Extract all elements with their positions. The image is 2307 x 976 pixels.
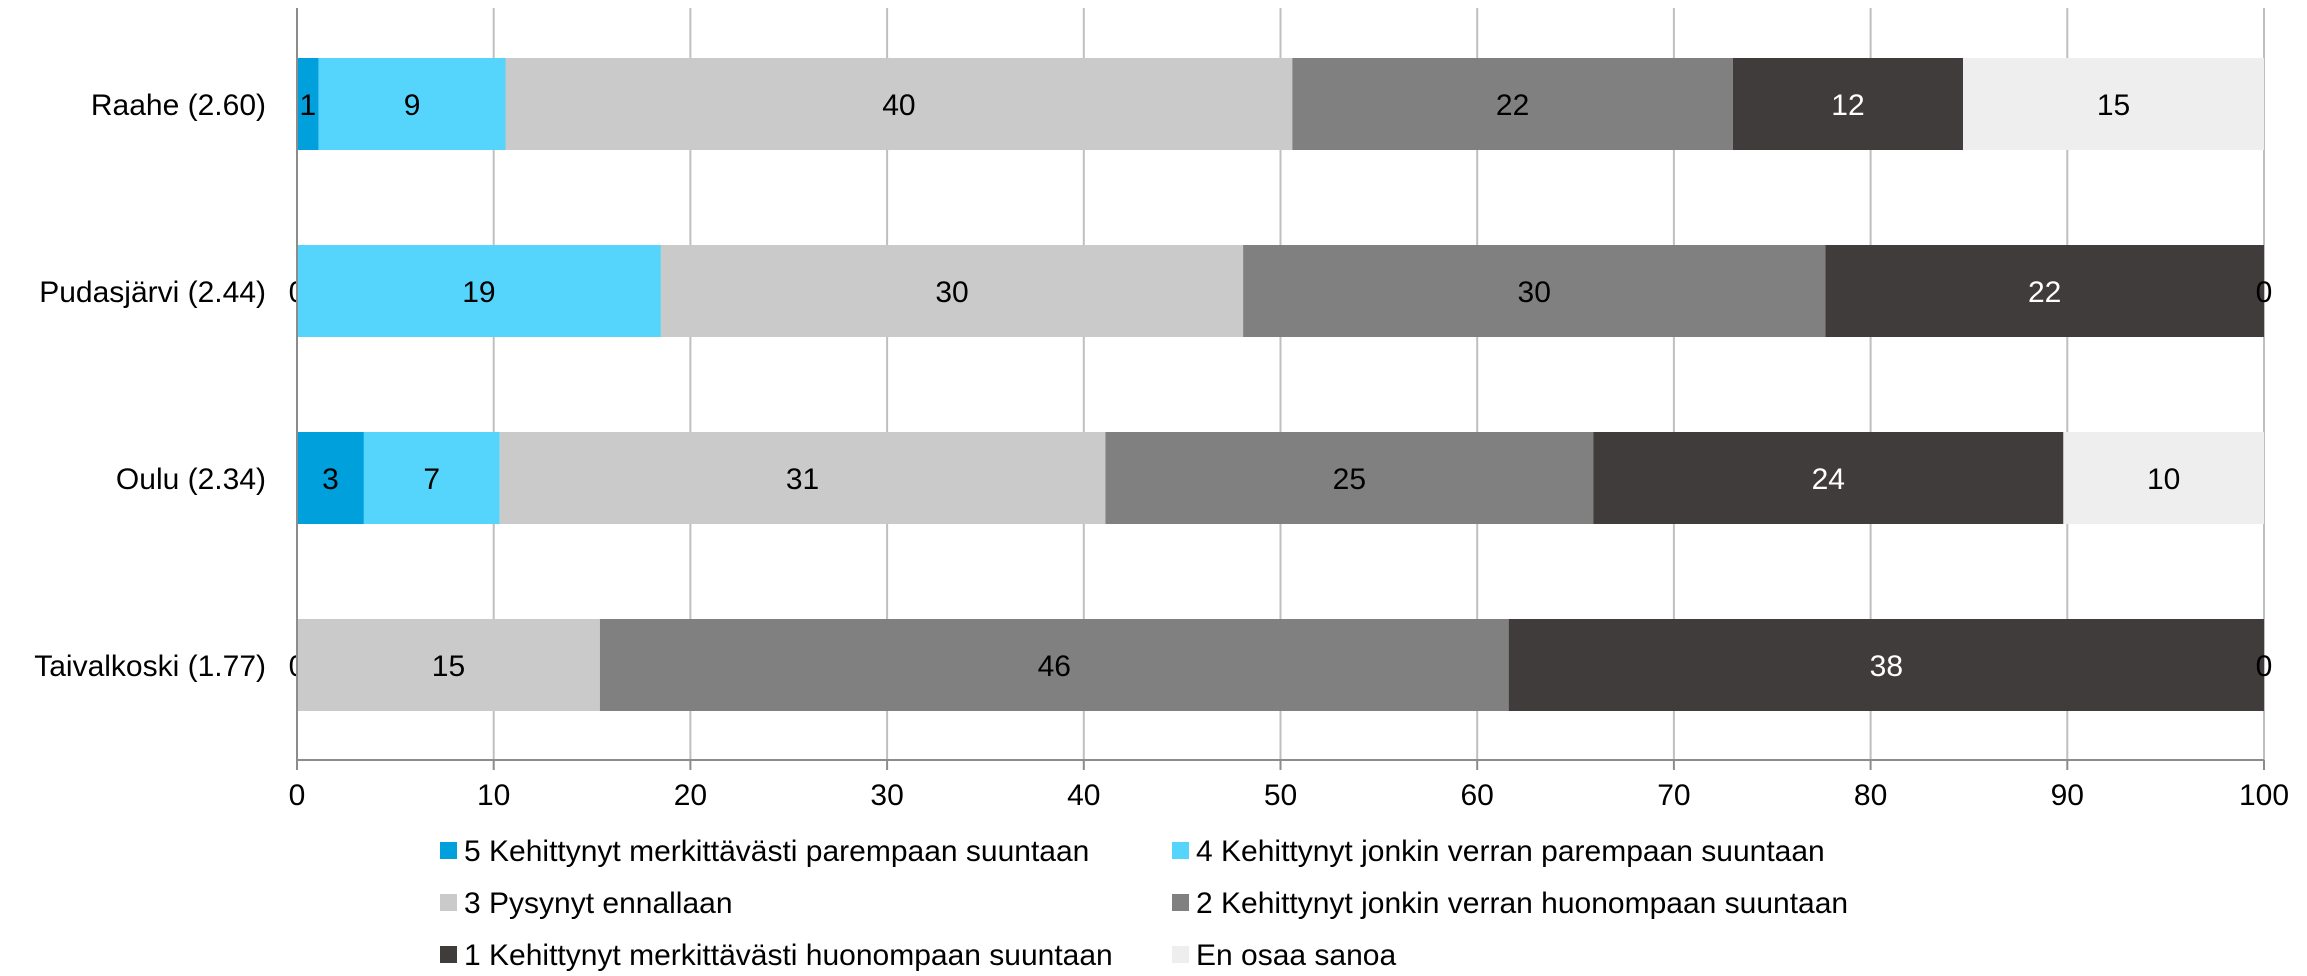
legend-swatch xyxy=(440,842,457,859)
legend-swatch xyxy=(1172,894,1189,911)
data-label: 25 xyxy=(1333,463,1366,496)
bar-segment xyxy=(1508,619,2264,711)
data-label: 3 xyxy=(322,463,339,496)
data-label: 15 xyxy=(2097,89,2130,122)
x-tick-labels: 0 10 20 30 40 50 60 70 80 90 100 xyxy=(289,779,2289,812)
category-label: Oulu (2.34) xyxy=(116,463,266,496)
data-label: 12 xyxy=(1831,89,1864,122)
bar-segment xyxy=(297,58,319,150)
x-tick-label: 80 xyxy=(1854,779,1887,812)
bars: 19402212150193030220373125241001546380 xyxy=(289,58,2273,711)
legend-item: 2 Kehittynyt jonkin verran huonompaan su… xyxy=(1172,887,1848,920)
x-tick-label: 10 xyxy=(477,779,510,812)
data-label: 24 xyxy=(1812,463,1845,496)
legend: 5 Kehittynyt merkittävästi parempaan suu… xyxy=(440,835,1848,972)
legend-label: 4 Kehittynyt jonkin verran parempaan suu… xyxy=(1196,835,1825,868)
x-tick-label: 0 xyxy=(289,779,306,812)
legend-label: 3 Pysynyt ennallaan xyxy=(464,887,733,920)
x-tick-label: 70 xyxy=(1657,779,1690,812)
data-label: 22 xyxy=(1496,89,1529,122)
legend-item: 1 Kehittynyt merkittävästi huonompaan su… xyxy=(440,939,1113,972)
legend-label: 5 Kehittynyt merkittävästi parempaan suu… xyxy=(464,835,1089,868)
data-label: 1 xyxy=(299,89,316,122)
legend-swatch xyxy=(440,946,457,963)
legend-item: En osaa sanoa xyxy=(1172,939,1396,972)
bar-segment xyxy=(1243,245,1826,337)
data-label: 19 xyxy=(462,276,495,309)
bar-segment xyxy=(505,58,1293,150)
bar-segment xyxy=(660,245,1244,337)
bar-segment xyxy=(1593,432,2064,524)
legend-item: 5 Kehittynyt merkittävästi parempaan suu… xyxy=(440,835,1089,868)
category-label: Taivalkoski (1.77) xyxy=(34,650,266,683)
bar-segment xyxy=(297,619,600,711)
data-label: 9 xyxy=(404,89,421,122)
bar-segment xyxy=(1105,432,1594,524)
data-label: 30 xyxy=(935,276,968,309)
x-tick-label: 40 xyxy=(1067,779,1100,812)
legend-swatch xyxy=(440,894,457,911)
legend-label: En osaa sanoa xyxy=(1196,939,1396,972)
axes xyxy=(296,8,2265,770)
data-label: 0 xyxy=(2256,276,2273,309)
data-label: 40 xyxy=(882,89,915,122)
data-label: 31 xyxy=(786,463,819,496)
data-label: 22 xyxy=(2028,276,2061,309)
data-label: 38 xyxy=(1870,650,1903,683)
x-tick-label: 20 xyxy=(674,779,707,812)
bar-segment xyxy=(318,58,506,150)
bar-segment xyxy=(1732,58,1964,150)
legend-label: 2 Kehittynyt jonkin verran huonompaan su… xyxy=(1196,887,1848,920)
x-tick-label: 90 xyxy=(2051,779,2084,812)
legend-item: 4 Kehittynyt jonkin verran parempaan suu… xyxy=(1172,835,1825,868)
bar-segment xyxy=(2063,432,2264,524)
bar-segment xyxy=(297,432,364,524)
category-labels: Raahe (2.60) Pudasjärvi (2.44) Oulu (2.34)… xyxy=(34,89,266,683)
data-label: 7 xyxy=(423,463,440,496)
x-tick-label: 60 xyxy=(1461,779,1494,812)
bar-segment xyxy=(1963,58,2264,150)
bar-segment xyxy=(1825,245,2264,337)
bar-segment xyxy=(499,432,1106,524)
x-tick-label: 50 xyxy=(1264,779,1297,812)
data-label: 0 xyxy=(2256,650,2273,683)
legend-label: 1 Kehittynyt merkittävästi huonompaan su… xyxy=(464,939,1113,972)
bar-segment xyxy=(297,245,661,337)
x-tick-label: 30 xyxy=(870,779,903,812)
category-label: Raahe (2.60) xyxy=(91,89,266,122)
data-label: 10 xyxy=(2147,463,2180,496)
legend-swatch xyxy=(1172,946,1189,963)
bar-segment xyxy=(599,619,1509,711)
data-label: 46 xyxy=(1038,650,1071,683)
bar-segment xyxy=(1292,58,1733,150)
legend-swatch xyxy=(1172,842,1189,859)
x-tick-label: 100 xyxy=(2239,779,2289,812)
bar-segment xyxy=(363,432,500,524)
data-label: 15 xyxy=(432,650,465,683)
data-label: 30 xyxy=(1518,276,1551,309)
legend-item: 3 Pysynyt ennallaan xyxy=(440,887,733,920)
category-label: Pudasjärvi (2.44) xyxy=(39,276,266,309)
